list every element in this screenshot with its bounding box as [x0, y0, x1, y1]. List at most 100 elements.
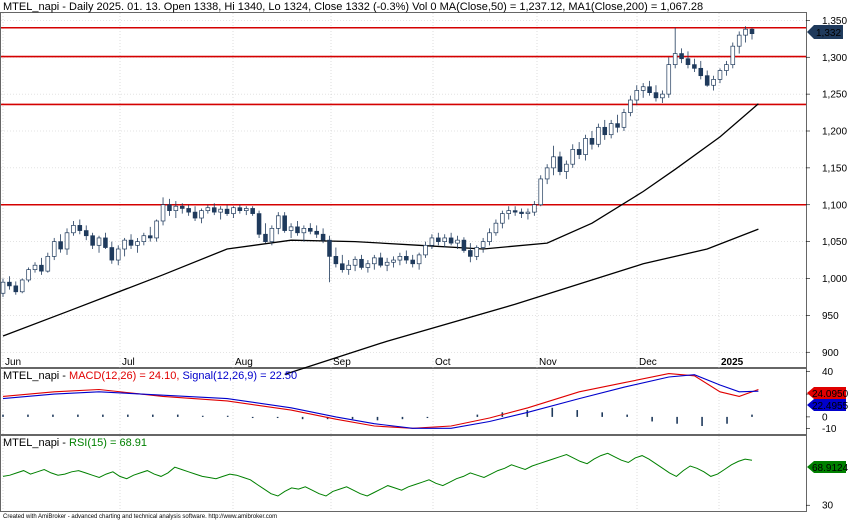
candle-body	[327, 239, 332, 257]
candle-body	[423, 244, 428, 256]
candle-body	[372, 257, 377, 265]
macd-badge: 24.0950	[807, 387, 849, 400]
candle-body	[519, 211, 524, 214]
candle-body	[679, 53, 684, 60]
price-badge-label: 1,332	[816, 28, 841, 39]
price-tick-label: 1,350	[822, 16, 847, 27]
candle	[602, 119, 608, 140]
month-tick-label: Aug	[235, 357, 253, 368]
candle-body	[660, 93, 665, 99]
candle	[685, 51, 691, 69]
price-tick-label: 950	[822, 311, 839, 322]
candle-body	[179, 205, 185, 209]
candle-body	[7, 281, 12, 287]
candle	[487, 228, 492, 246]
macd-tick-label: 0	[822, 412, 828, 423]
macd-title-signal: Signal(12,26,9) = 22.50	[182, 370, 297, 382]
candle	[186, 204, 191, 216]
candle	[519, 208, 524, 219]
candle	[397, 252, 403, 266]
candle	[51, 237, 57, 261]
candle-body	[308, 228, 313, 232]
candle-body	[429, 237, 435, 246]
candle	[269, 225, 275, 246]
macd-title-macd: MACD(12,26) = 24.10,	[69, 370, 182, 382]
candle-body	[141, 235, 147, 242]
candle-body	[122, 239, 127, 250]
horizontal-levels	[1, 26, 806, 206]
candle	[506, 206, 512, 220]
candle	[243, 206, 249, 216]
candle	[365, 260, 371, 273]
candle	[589, 131, 595, 150]
candle-body	[295, 226, 300, 234]
candle	[372, 254, 377, 270]
candle-body	[39, 264, 44, 272]
month-tick-label: Jun	[5, 357, 21, 368]
candle	[282, 212, 287, 233]
candle-body	[83, 230, 89, 237]
macd-badge-label: 24.0950	[812, 389, 849, 400]
candle	[192, 206, 198, 221]
candle	[576, 142, 582, 160]
macd-tick-label: -10	[822, 424, 837, 435]
candlesticks	[0, 26, 755, 297]
candle-body	[51, 241, 57, 257]
candle-body	[154, 220, 159, 239]
candle-body	[698, 67, 704, 77]
candle-body	[173, 205, 179, 212]
macd-tick-label: 40	[822, 367, 834, 378]
candle	[461, 237, 467, 253]
candle	[32, 262, 38, 273]
candle	[423, 241, 428, 258]
candle-body	[13, 285, 19, 293]
candle	[672, 27, 678, 69]
candle	[698, 60, 704, 80]
price-tick-label: 1,250	[822, 90, 847, 101]
month-tick-label: Sep	[333, 357, 351, 368]
candle	[570, 144, 576, 168]
candle-body	[320, 233, 326, 241]
candle-body	[352, 258, 358, 266]
candle	[288, 223, 294, 238]
candle-body	[704, 75, 710, 86]
candle	[71, 220, 76, 236]
signal-badge-label: 22.4955	[812, 401, 849, 412]
candle	[13, 281, 19, 295]
price-tick-label: 1,300	[822, 53, 847, 64]
candle-body	[538, 178, 544, 206]
candle-body	[666, 64, 672, 95]
month-tick-label: Dec	[639, 357, 657, 368]
candle	[83, 225, 89, 241]
macd-indicator	[2, 373, 759, 429]
candle-body	[147, 235, 153, 239]
candle	[704, 70, 710, 87]
price-tick-label: 1,000	[822, 274, 847, 285]
candle	[58, 234, 63, 253]
candle-body	[640, 86, 646, 91]
candle	[564, 160, 569, 179]
candle	[724, 60, 729, 76]
candle-body	[455, 239, 460, 244]
signal-badge: 22.4955	[807, 399, 849, 412]
candle	[327, 235, 332, 283]
candle	[135, 237, 140, 253]
candle-body	[461, 239, 467, 251]
candle	[276, 212, 281, 235]
candle	[532, 201, 537, 216]
candle	[160, 197, 166, 226]
candle	[711, 75, 716, 91]
candle	[442, 234, 447, 248]
candle-body	[628, 99, 633, 113]
candle-body	[749, 28, 755, 35]
candle	[628, 95, 633, 117]
candle-body	[404, 256, 409, 261]
rsi-title-value: RSI(15) = 68.91	[69, 437, 147, 449]
candle-body	[333, 256, 339, 265]
price-tick-label: 1,200	[822, 127, 847, 138]
candle	[679, 48, 684, 64]
month-tick-label: 2025	[721, 357, 744, 368]
candle-body	[269, 228, 275, 242]
candle	[314, 225, 319, 238]
